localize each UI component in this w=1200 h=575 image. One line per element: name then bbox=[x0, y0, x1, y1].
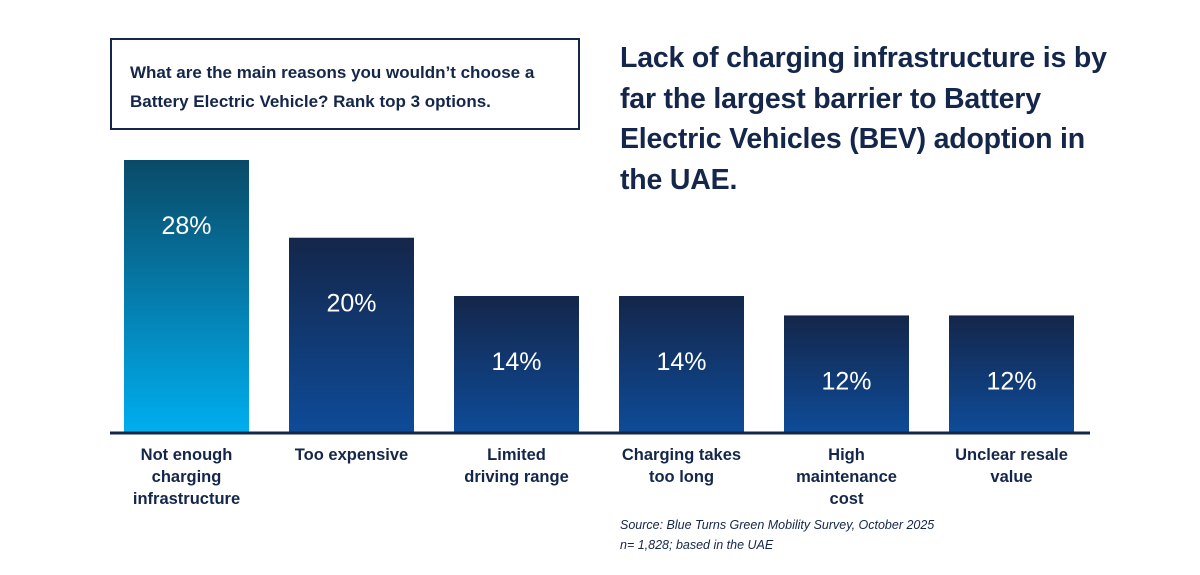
category-label-6: Unclear resale value bbox=[955, 446, 1068, 486]
bar-value-label-4: 14% bbox=[656, 348, 706, 376]
source-note: Source: Blue Turns Green Mobility Survey… bbox=[620, 515, 934, 555]
bars-layer bbox=[124, 160, 1074, 432]
bar-5 bbox=[784, 315, 909, 432]
category-label-1: Not enough charging infrastructure bbox=[133, 446, 240, 508]
category-label-3: Limited driving range bbox=[464, 446, 569, 486]
bar-value-label-5: 12% bbox=[821, 367, 871, 395]
bar-3 bbox=[454, 296, 579, 432]
category-labels-layer: Not enough charging infrastructure Too expe… bbox=[133, 446, 1068, 508]
source-line-2: n= 1,828; based in the UAE bbox=[620, 538, 774, 552]
headline: Lack of charging infrastructure is by fa… bbox=[620, 42, 1107, 196]
bar-4 bbox=[619, 296, 744, 432]
question-box: What are the main reasons you wouldn’t c… bbox=[110, 38, 580, 130]
source-line-1: Source: Blue Turns Green Mobility Survey… bbox=[620, 518, 935, 532]
question-text: What are the main reasons you wouldn’t c… bbox=[130, 63, 535, 111]
category-label-2: Too expensive bbox=[295, 446, 408, 464]
bar-6 bbox=[949, 315, 1074, 432]
bar-1 bbox=[124, 160, 249, 432]
category-label-5: High maintenance cost bbox=[796, 446, 897, 508]
category-label-4: Charging takes too long bbox=[622, 446, 741, 486]
bar-value-label-1: 28% bbox=[161, 212, 211, 240]
bar-value-label-3: 14% bbox=[491, 348, 541, 376]
bar-value-label-6: 12% bbox=[986, 367, 1036, 395]
bar-2 bbox=[289, 237, 414, 432]
bar-value-label-2: 20% bbox=[326, 290, 376, 318]
value-labels-layer: 28% 20% 14% 14% 12% 12% bbox=[161, 212, 1036, 395]
